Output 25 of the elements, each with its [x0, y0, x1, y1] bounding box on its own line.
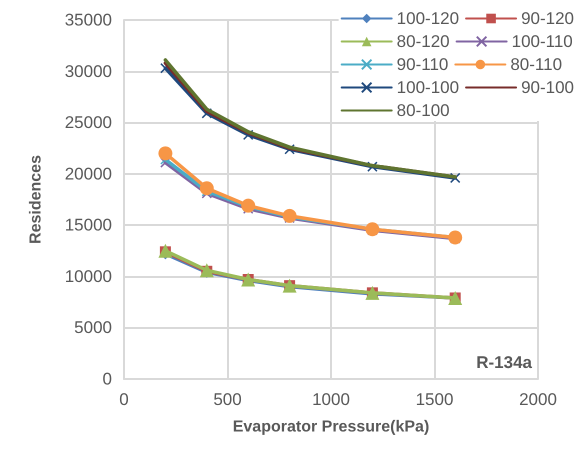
x-tick-label: 500: [213, 390, 242, 409]
y-tick-label: 15000: [64, 216, 112, 235]
x-tick-label: 1500: [416, 390, 454, 409]
y-tick-label: 0: [102, 370, 112, 388]
x-axis-title: Evaporator Pressure(kPa): [232, 418, 430, 436]
legend-label: 80-110: [510, 55, 562, 74]
legend-label: 80-100: [396, 101, 450, 120]
y-axis-title: Residences: [28, 154, 44, 244]
legend-label: 90-110: [396, 55, 448, 74]
legend-label: 100-100: [396, 78, 460, 97]
y-tick-label: 25000: [64, 113, 112, 132]
legend-label: 100-120: [396, 9, 460, 28]
y-tick-label: 35000: [64, 10, 112, 30]
y-tick-label: 20000: [64, 164, 112, 184]
legend-label: 90-100: [521, 78, 574, 97]
legend-label: 90-120: [521, 9, 574, 28]
x-tick-label: 1000: [312, 390, 350, 409]
y-tick-label: 10000: [64, 266, 112, 286]
legend-label: 100-110: [512, 32, 573, 51]
annotation: R-134a: [476, 353, 533, 372]
legend-label: 80-120: [396, 32, 450, 51]
y-tick-label: 5000: [74, 318, 112, 338]
y-tick-label: 30000: [64, 62, 112, 81]
x-tick-label: 0: [119, 390, 129, 409]
x-tick-label: 2000: [519, 390, 557, 409]
